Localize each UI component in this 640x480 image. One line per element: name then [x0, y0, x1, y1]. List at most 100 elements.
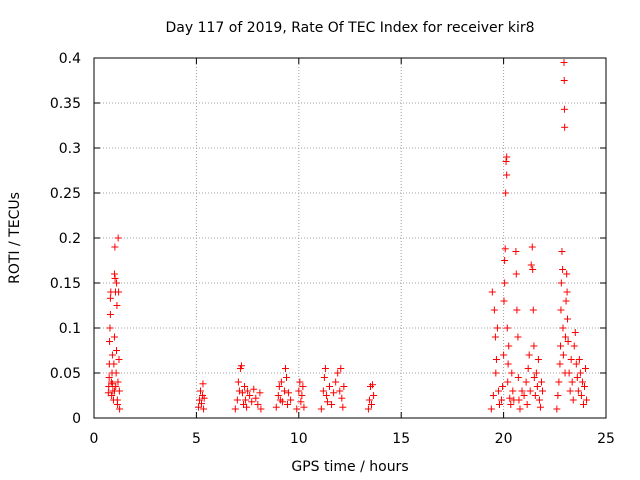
data-point	[238, 389, 246, 397]
data-point	[233, 396, 241, 404]
data-point	[284, 401, 292, 408]
data-point	[106, 324, 114, 332]
data-point	[529, 306, 537, 314]
data-point	[577, 392, 585, 399]
data-point	[494, 387, 502, 395]
data-point	[113, 347, 121, 354]
data-point	[278, 398, 286, 406]
data-point	[501, 257, 509, 264]
data-point	[503, 171, 511, 179]
data-point	[498, 396, 506, 404]
y-tick-label: 0	[72, 411, 81, 427]
data-point	[528, 243, 536, 251]
data-point	[198, 400, 206, 408]
y-tick-label: 0.15	[50, 276, 81, 292]
data-point	[328, 401, 336, 408]
data-point	[563, 288, 571, 296]
data-point	[194, 403, 202, 411]
data-point	[563, 270, 571, 278]
data-point	[557, 306, 565, 314]
data-point	[554, 392, 562, 399]
data-point	[274, 392, 282, 399]
y-tick-label: 0.05	[50, 366, 81, 382]
y-tick-label: 0.3	[59, 141, 81, 157]
data-point	[500, 351, 508, 359]
data-point	[321, 365, 329, 372]
data-point	[252, 394, 260, 402]
data-point	[501, 245, 509, 253]
data-point	[534, 356, 542, 363]
data-point	[336, 387, 344, 395]
data-point	[563, 315, 571, 323]
data-point	[298, 392, 306, 399]
data-point	[105, 374, 113, 381]
data-point	[537, 378, 545, 386]
data-point	[574, 387, 582, 395]
data-point	[250, 385, 258, 393]
data-point	[108, 392, 116, 399]
data-point	[524, 365, 532, 372]
data-point	[503, 153, 511, 161]
y-tick-label: 0.2	[59, 231, 81, 247]
data-point	[231, 405, 239, 413]
data-point	[566, 387, 574, 395]
data-point	[107, 378, 115, 386]
data-point	[502, 189, 510, 197]
data-point	[319, 387, 327, 395]
data-point	[365, 396, 373, 404]
data-point	[530, 342, 538, 350]
data-point	[527, 261, 535, 269]
data-point	[326, 383, 334, 390]
data-point	[525, 351, 533, 359]
data-point	[106, 294, 114, 302]
data-point	[487, 405, 495, 413]
data-point	[322, 392, 330, 399]
data-point	[115, 356, 123, 363]
y-axis-label: ROTI / TECUs	[7, 192, 23, 284]
data-point	[533, 383, 541, 390]
data-point	[583, 396, 591, 404]
data-point	[110, 270, 118, 278]
data-point	[237, 362, 245, 370]
data-point	[539, 387, 547, 395]
data-point	[330, 389, 338, 397]
data-point	[512, 270, 520, 278]
data-point	[505, 342, 513, 350]
data-point	[337, 365, 345, 372]
x-tick-label: 10	[290, 431, 308, 447]
data-point	[580, 383, 588, 390]
data-point	[569, 396, 577, 404]
data-point	[489, 392, 497, 399]
data-point	[370, 392, 378, 399]
data-point	[490, 306, 498, 314]
y-tick-label: 0.25	[50, 186, 81, 202]
data-point	[492, 369, 500, 377]
data-point	[514, 374, 522, 381]
data-point	[277, 378, 285, 386]
data-point	[491, 333, 499, 341]
data-point	[243, 403, 251, 411]
data-point	[536, 403, 544, 411]
data-point	[199, 380, 207, 388]
x-tick-label: 0	[90, 431, 99, 447]
data-point	[295, 387, 303, 395]
x-tick-label: 15	[392, 431, 410, 447]
data-point	[111, 275, 119, 282]
data-point	[105, 383, 113, 390]
data-point	[507, 401, 515, 408]
data-point	[503, 324, 511, 332]
data-point	[299, 383, 307, 390]
data-point	[368, 401, 376, 408]
data-point	[556, 360, 564, 368]
data-point	[110, 360, 118, 368]
data-point	[246, 392, 254, 399]
data-point	[195, 396, 203, 404]
data-point	[106, 338, 114, 345]
data-point	[287, 396, 295, 404]
data-point	[114, 401, 122, 408]
data-point	[529, 266, 537, 273]
data-point	[323, 398, 331, 406]
data-point	[573, 374, 581, 381]
data-point	[234, 378, 242, 386]
